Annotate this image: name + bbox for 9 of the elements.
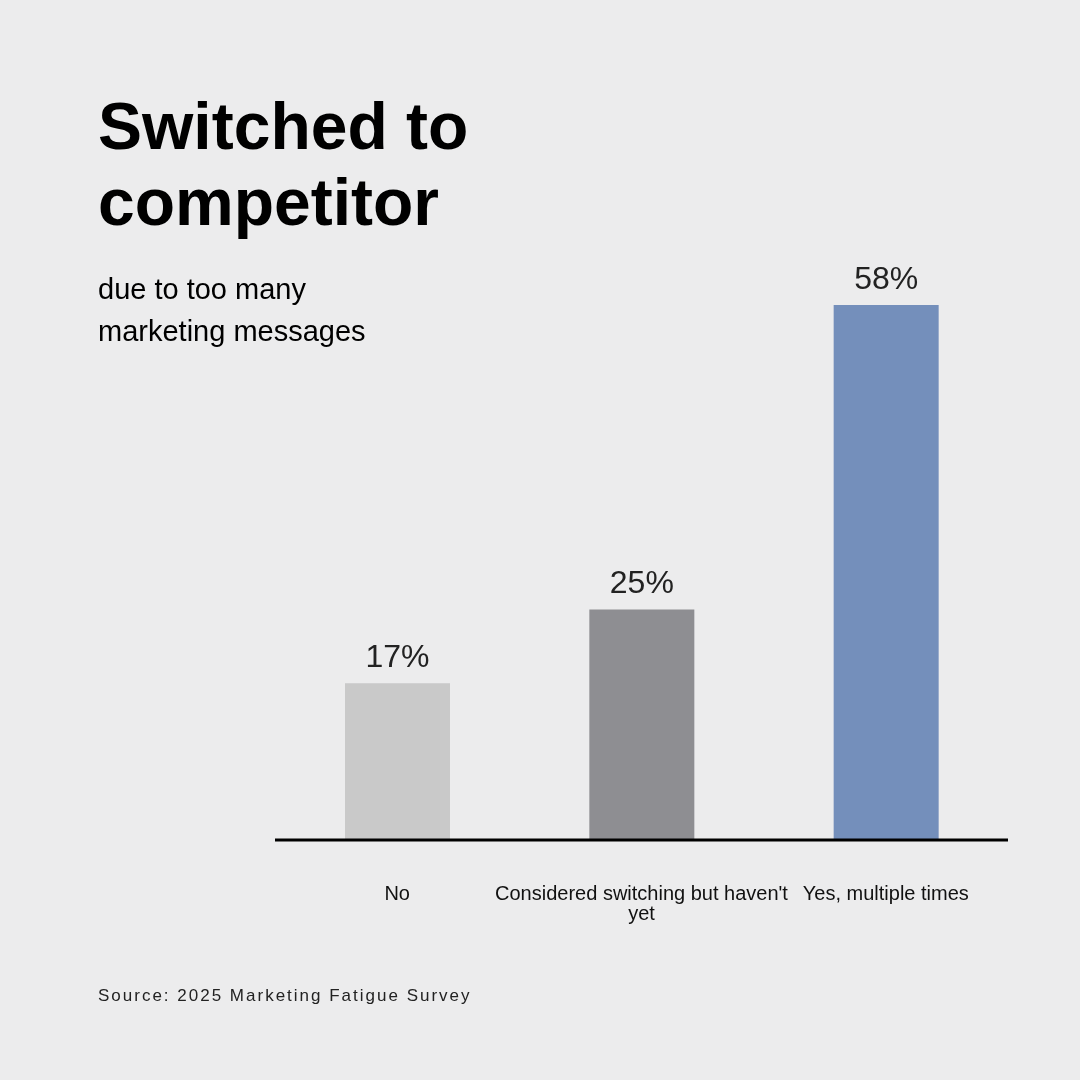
chart-title: Switched to competitor	[98, 88, 470, 240]
data-label: 17%	[365, 638, 430, 675]
data-label: 58%	[854, 260, 919, 296]
x-tick-label: No	[384, 882, 410, 905]
x-tick-label: Considered switching but haven't yet	[495, 882, 789, 925]
chart-subtitle: due to too many marketing messages	[98, 272, 367, 349]
data-label: 25%	[609, 564, 674, 601]
source-note: Source: 2025 Marketing Fatigue Survey	[98, 986, 472, 1006]
x-tick-label: Yes, multiple times	[802, 882, 969, 905]
